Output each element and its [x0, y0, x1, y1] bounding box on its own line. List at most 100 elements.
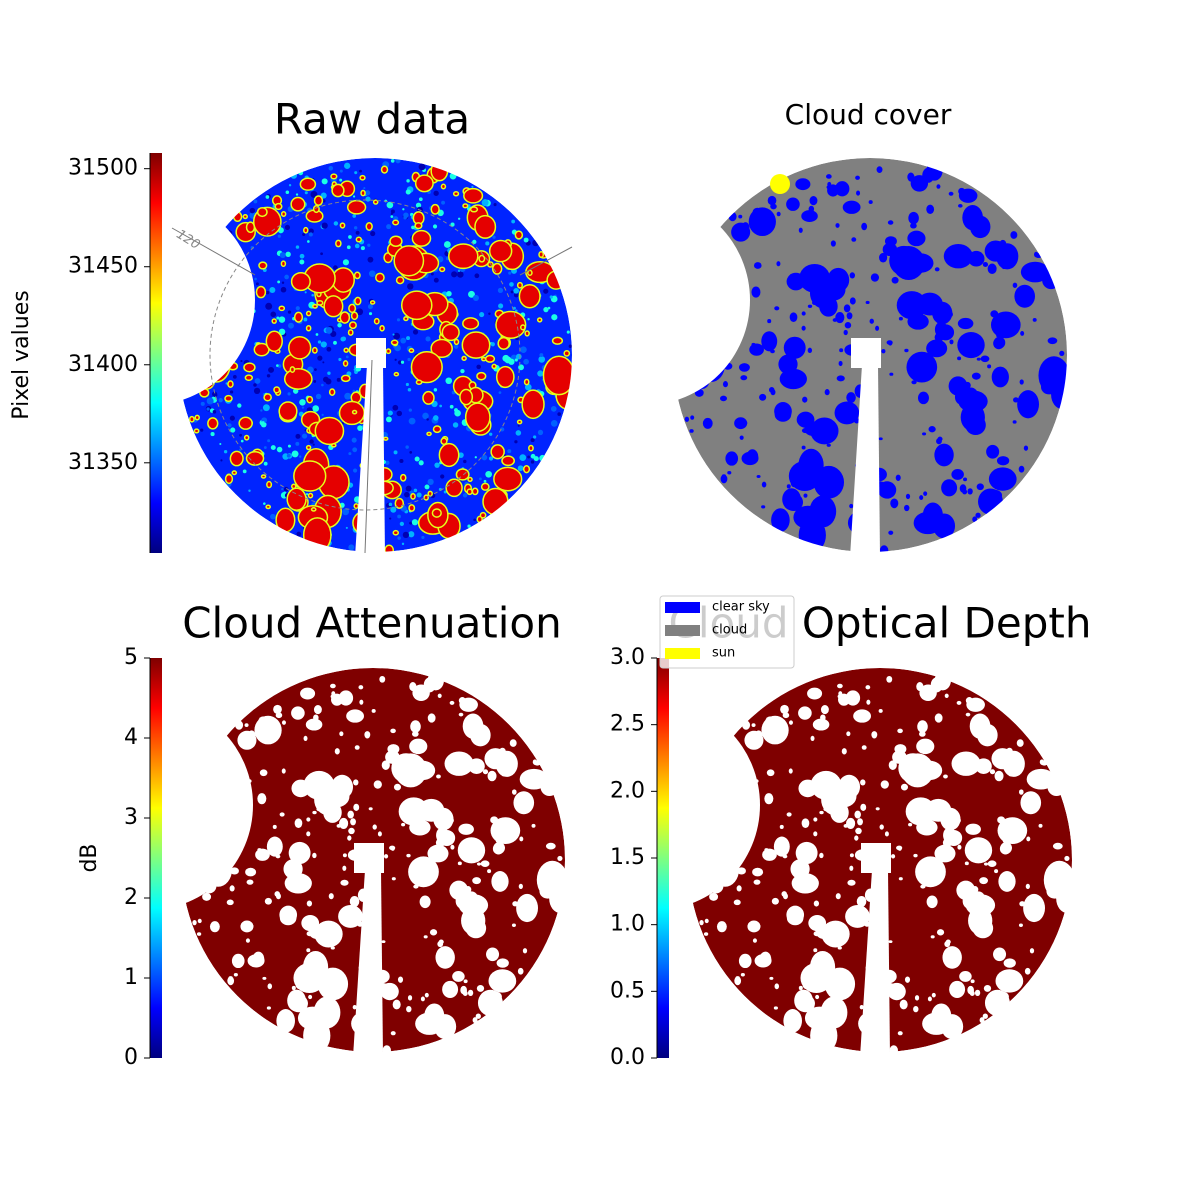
sky-speckle — [405, 189, 411, 195]
cloud-gap — [846, 731, 851, 737]
cloud-gap — [931, 992, 936, 998]
cloud-gap — [280, 260, 287, 268]
sky-speckle — [433, 190, 439, 196]
cloud-gap — [720, 799, 731, 810]
cloud-gap — [1014, 284, 1036, 308]
cloud-gap — [414, 222, 423, 230]
sky-speckle — [192, 349, 196, 354]
sky-speckle — [276, 364, 279, 367]
cloud-gap — [516, 281, 524, 289]
cloud-gap — [926, 895, 938, 909]
cloud-gap — [738, 214, 743, 219]
sky-speckle — [304, 191, 308, 195]
cloud-gap — [786, 905, 805, 925]
sky-speckle — [219, 443, 222, 446]
cloud-gap — [305, 310, 312, 317]
cloud-gap — [801, 818, 810, 828]
cloud-gap — [291, 779, 311, 798]
sky-speckle — [278, 328, 286, 336]
cloud-gap — [231, 470, 238, 476]
cloud-gap — [769, 976, 774, 980]
cloud-gap — [263, 393, 272, 402]
cloud-gap — [279, 812, 285, 817]
cloud-gap — [424, 992, 429, 998]
sky-speckle — [451, 271, 458, 278]
cloud-gap — [551, 336, 564, 345]
sky-speckle — [511, 219, 516, 224]
cloud-gap — [202, 892, 212, 901]
cloud-gap — [797, 871, 802, 877]
cloud-gap — [346, 709, 365, 723]
cloud-gap — [427, 844, 449, 863]
cloud-gap — [224, 394, 233, 403]
cloud-gap — [243, 362, 256, 373]
sky-speckle — [317, 340, 322, 344]
sky-speckle — [457, 217, 461, 220]
sky-speckle — [472, 239, 477, 245]
cloud-gap — [1013, 397, 1019, 403]
cloud-gap — [518, 283, 541, 309]
cloud-gap — [1047, 337, 1058, 345]
cloud-gap — [347, 835, 352, 841]
cloud-gap — [306, 948, 311, 953]
cloud-gap — [313, 195, 324, 206]
sky-speckle — [422, 412, 429, 420]
cloud-gap — [308, 994, 313, 1000]
cloud-gap — [980, 355, 990, 363]
cloud-gap — [330, 946, 335, 950]
cloud-gap — [699, 919, 704, 926]
cloud-gap — [521, 389, 545, 420]
cloud-gap — [1024, 967, 1031, 975]
cloud-gap — [480, 482, 490, 491]
cloud-gap — [936, 929, 945, 936]
sky-speckle — [313, 379, 317, 383]
cloud-gap — [703, 769, 723, 786]
cloud-gap — [242, 214, 249, 220]
cloud-gap — [403, 316, 409, 322]
cloud-gap — [949, 980, 966, 998]
cloud-gap — [375, 467, 393, 483]
sky-speckle — [406, 336, 411, 341]
cloud-gap — [846, 312, 853, 320]
cloud-gap — [242, 783, 247, 787]
sky-speckle — [479, 477, 482, 481]
sky-speckle — [238, 291, 242, 295]
cloud-gap — [280, 211, 287, 218]
colorbar-tick-label: 0.5 — [610, 978, 645, 1003]
sky-speckle — [474, 273, 480, 279]
cloud-gap — [346, 199, 367, 215]
sky-speckle — [342, 508, 350, 516]
cloud-gap — [210, 238, 218, 248]
cloud-gap — [474, 214, 497, 239]
cloud-gap — [801, 445, 806, 450]
cloud-gap — [786, 484, 791, 489]
cloud-gap — [856, 190, 861, 196]
cloud-gap — [328, 388, 336, 396]
cloud-gap — [455, 893, 468, 909]
cloud-gap — [347, 849, 363, 861]
sky-speckle — [445, 377, 453, 385]
cloud-gap — [815, 994, 820, 1000]
cloud-gap — [738, 953, 752, 969]
cloud-gap — [340, 879, 349, 886]
sky-speckle — [468, 290, 475, 298]
cloud-gap — [820, 704, 829, 715]
cloud-gap — [1017, 390, 1040, 419]
sky-speckle — [458, 452, 464, 458]
sky-speckle — [551, 314, 558, 321]
cloud-gap — [348, 321, 357, 330]
cloud-gap — [824, 967, 856, 1001]
sky-speckle — [401, 542, 405, 546]
sky-speckle — [320, 192, 327, 199]
sky-speckle — [255, 282, 259, 286]
cloud-gap — [224, 473, 234, 485]
cloud-gap — [307, 492, 314, 499]
cloud-gap — [865, 300, 870, 305]
sky-speckle — [405, 382, 409, 387]
sky-speckle — [460, 368, 465, 374]
sky-speckle — [284, 224, 291, 231]
cloud-gap — [849, 503, 854, 509]
cloud-gap — [331, 693, 343, 706]
cloud-gap — [283, 367, 313, 390]
sky-speckle — [513, 288, 520, 294]
